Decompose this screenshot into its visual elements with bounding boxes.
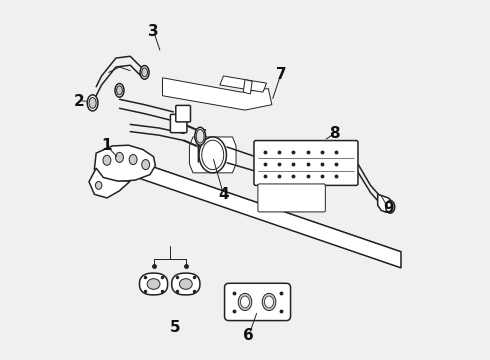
Polygon shape	[172, 273, 200, 295]
Ellipse shape	[117, 86, 122, 95]
Text: 4: 4	[218, 187, 229, 202]
Polygon shape	[163, 78, 272, 110]
Polygon shape	[140, 273, 168, 295]
FancyBboxPatch shape	[258, 184, 325, 212]
FancyBboxPatch shape	[176, 105, 191, 122]
Ellipse shape	[87, 95, 98, 111]
Ellipse shape	[96, 181, 102, 189]
Polygon shape	[134, 160, 401, 268]
Ellipse shape	[199, 137, 226, 173]
Text: 5: 5	[170, 320, 180, 334]
Ellipse shape	[386, 201, 395, 213]
Ellipse shape	[179, 279, 192, 289]
Ellipse shape	[115, 84, 124, 97]
Polygon shape	[378, 194, 394, 212]
Ellipse shape	[89, 98, 96, 108]
Polygon shape	[190, 137, 236, 173]
Text: 1: 1	[102, 139, 112, 153]
Ellipse shape	[142, 159, 149, 170]
Ellipse shape	[129, 154, 137, 165]
FancyBboxPatch shape	[224, 283, 291, 320]
Ellipse shape	[265, 296, 273, 308]
Ellipse shape	[262, 293, 276, 311]
Ellipse shape	[238, 293, 252, 311]
Text: 6: 6	[243, 328, 254, 343]
FancyBboxPatch shape	[171, 114, 187, 133]
Text: 7: 7	[275, 67, 286, 82]
Ellipse shape	[147, 279, 160, 289]
Ellipse shape	[202, 140, 224, 170]
Text: 9: 9	[383, 201, 394, 216]
FancyBboxPatch shape	[254, 140, 358, 185]
Text: 2: 2	[74, 94, 85, 109]
Ellipse shape	[142, 68, 147, 77]
Ellipse shape	[116, 152, 123, 162]
Ellipse shape	[196, 130, 204, 143]
Polygon shape	[89, 168, 130, 198]
Polygon shape	[220, 76, 267, 92]
Text: 8: 8	[329, 126, 340, 141]
Ellipse shape	[140, 66, 149, 79]
Ellipse shape	[195, 127, 205, 145]
Text: 3: 3	[148, 24, 159, 39]
Polygon shape	[243, 80, 252, 94]
Polygon shape	[95, 145, 155, 182]
Ellipse shape	[103, 155, 111, 165]
Ellipse shape	[241, 296, 249, 308]
